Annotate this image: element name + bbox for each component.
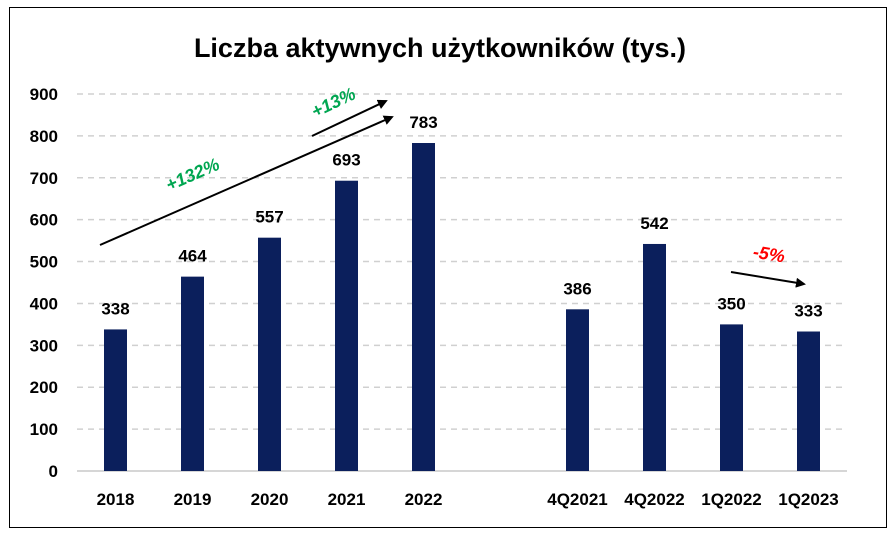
x-tick-label: 2021 — [328, 490, 366, 509]
x-tick-label: 4Q2022 — [624, 490, 685, 509]
data-label: 693 — [332, 151, 360, 170]
annotation-label: +13% — [308, 84, 359, 122]
bar — [797, 331, 820, 471]
bar — [335, 180, 358, 471]
y-tick-label: 700 — [30, 169, 58, 188]
data-label: 338 — [101, 299, 129, 318]
chart-title: Liczba aktywnych użytkowników (tys.) — [194, 33, 686, 63]
bar — [104, 329, 127, 471]
data-label: 333 — [794, 302, 822, 321]
y-tick-label: 600 — [30, 211, 58, 230]
x-tick-label: 2020 — [251, 490, 289, 509]
y-tick-label: 300 — [30, 336, 58, 355]
gridlines — [77, 93, 847, 430]
bar — [181, 276, 204, 471]
bar — [258, 237, 281, 471]
y-tick-label: 400 — [30, 294, 58, 313]
data-label: 542 — [640, 214, 668, 233]
bars: 338 464 557 693 783 386 542 350 333 — [101, 113, 823, 471]
annotation-arrow — [730, 271, 806, 288]
bar — [643, 243, 666, 471]
data-label: 350 — [717, 294, 745, 313]
x-tick-label: 2022 — [405, 490, 443, 509]
annotation-arrow — [311, 99, 388, 137]
annotation-arrow — [99, 115, 394, 246]
annotation-label: +132% — [163, 154, 223, 195]
y-tick-label: 900 — [30, 85, 58, 104]
y-tick-label: 200 — [30, 378, 58, 397]
bar — [566, 309, 589, 471]
x-tick-label: 2019 — [174, 490, 212, 509]
y-tick-label: 800 — [30, 127, 58, 146]
y-tick-label: 100 — [30, 420, 58, 439]
annotation-label: -5% — [752, 242, 787, 267]
data-label: 783 — [409, 113, 437, 132]
y-axis: 0 100 200 300 400 500 600 700 800 900 — [30, 85, 847, 481]
data-label: 386 — [563, 279, 591, 298]
x-axis: 2018 2019 2020 2021 2022 4Q2021 4Q2022 1Q2022 1Q… — [97, 490, 839, 509]
data-label: 557 — [255, 208, 283, 227]
data-label: 464 — [178, 247, 207, 266]
bar — [412, 143, 435, 471]
x-tick-label: 4Q2021 — [547, 490, 608, 509]
x-tick-label: 1Q2022 — [701, 490, 762, 509]
y-tick-label: 500 — [30, 253, 58, 272]
x-tick-label: 2018 — [97, 490, 135, 509]
bar — [720, 324, 743, 471]
x-tick-label: 1Q2023 — [778, 490, 839, 509]
y-tick-label: 0 — [49, 462, 58, 481]
